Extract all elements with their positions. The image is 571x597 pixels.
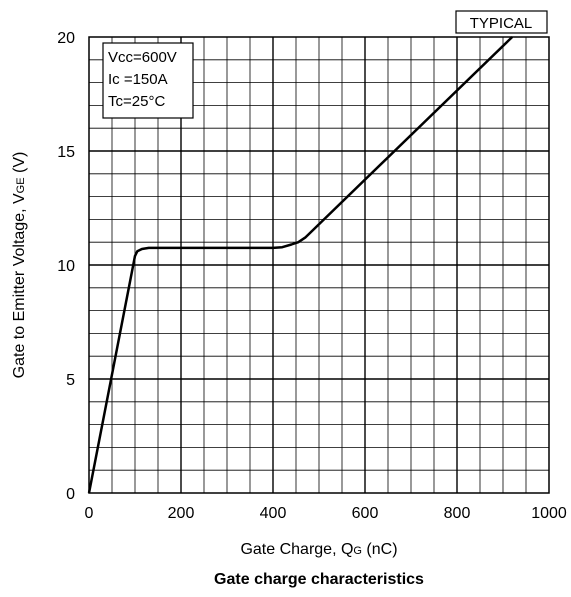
y-tick-label: 20	[57, 30, 75, 47]
y-tick-label: 10	[57, 258, 75, 275]
x-tick-label: 400	[260, 505, 287, 522]
x-tick-label: 600	[352, 505, 379, 522]
y-tick-label: 15	[57, 144, 75, 161]
typical-label: TYPICAL	[470, 15, 533, 32]
condition-tc: Tc=25°C	[108, 93, 165, 110]
series-line	[87, 36, 514, 494]
conditions-box: Vcc=600V Ic =150A Tc=25°C	[102, 42, 194, 119]
tick-labels: 0 200 400 600 800 1000 0 5 10 15 20	[57, 30, 567, 522]
y-tick-label: 0	[66, 486, 75, 503]
x-tick-label: 200	[168, 505, 195, 522]
plot-area	[88, 36, 550, 494]
condition-vcc: Vcc=600V	[108, 49, 177, 66]
condition-ic: Ic =150A	[108, 71, 168, 88]
y-axis-title: Gate to Emitter Voltage, VGE (V)	[11, 152, 28, 379]
chart-title: Gate charge characteristics	[214, 571, 424, 588]
x-tick-label: 800	[444, 505, 471, 522]
typical-badge: TYPICAL	[455, 10, 548, 34]
x-axis-title: Gate Charge, QG (nC)	[240, 541, 397, 558]
grid	[89, 37, 549, 493]
x-tick-label: 1000	[531, 505, 567, 522]
y-tick-label: 5	[66, 372, 75, 389]
x-tick-label: 0	[85, 505, 94, 522]
